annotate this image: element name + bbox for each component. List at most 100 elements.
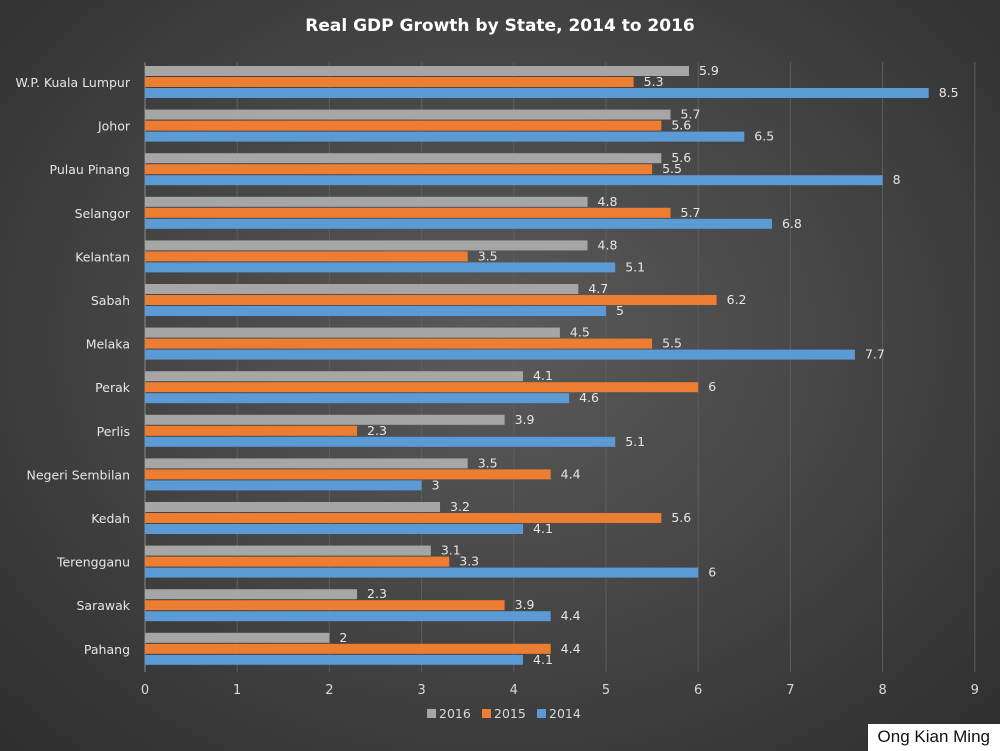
data-label: 2.3 <box>367 423 387 438</box>
x-tick-labels: 0 1 2 3 4 5 6 7 8 9 <box>141 683 979 698</box>
bar-2015 <box>145 643 551 654</box>
x-tick-label: 8 <box>878 683 886 698</box>
bar-2015 <box>145 469 551 480</box>
data-label: 3.5 <box>478 455 498 470</box>
bar-2015 <box>145 338 653 349</box>
bar-2015 <box>145 556 450 567</box>
x-tick-label: 3 <box>417 683 425 698</box>
bar-2014 <box>145 218 772 229</box>
bar-2014 <box>145 262 616 273</box>
bar-2015 <box>145 207 671 218</box>
legend-swatch <box>537 709 546 718</box>
data-label: 8 <box>893 172 901 187</box>
data-label: 4.4 <box>561 641 581 656</box>
bar-2016 <box>145 327 560 338</box>
data-label: 3.2 <box>450 499 470 514</box>
data-label: 5.3 <box>644 74 664 89</box>
bar-2015 <box>145 77 634 87</box>
data-label: 7.7 <box>865 347 885 362</box>
data-label: 5.5 <box>662 336 682 351</box>
category-label: Melaka <box>86 337 130 352</box>
data-label: 3 <box>432 477 440 492</box>
x-tick-label: 6 <box>694 683 702 698</box>
data-label: 3.1 <box>441 543 461 558</box>
data-label: 4.1 <box>533 368 553 383</box>
data-label: 5.6 <box>671 150 691 165</box>
bar-2014 <box>145 524 524 534</box>
bars: 5.95.38.55.75.66.55.65.584.85.76.84.83.5… <box>145 63 959 667</box>
data-label: 4.4 <box>561 608 581 623</box>
bar-2016 <box>145 371 524 382</box>
bar-2014 <box>145 306 606 316</box>
bar-2015 <box>145 120 662 131</box>
data-label: 4.1 <box>533 521 553 536</box>
bar-2014 <box>145 654 524 665</box>
data-label: 6.5 <box>754 129 774 144</box>
x-tick-label: 9 <box>971 683 979 698</box>
gridlines <box>144 62 976 672</box>
bar-2016 <box>145 153 662 164</box>
category-label: Kelantan <box>75 249 130 264</box>
x-tick-label: 2 <box>325 683 333 698</box>
category-label: Selangor <box>75 206 131 221</box>
data-label: 2.3 <box>367 586 387 601</box>
bar-2015 <box>145 251 468 262</box>
data-label: 2 <box>339 630 347 645</box>
bar-2015 <box>145 425 358 436</box>
bar-2016 <box>145 196 588 207</box>
data-label: 5.7 <box>681 107 701 122</box>
data-label: 3.9 <box>515 412 535 427</box>
x-tick-label: 0 <box>141 683 149 698</box>
bar-2016 <box>145 66 689 76</box>
bar-2016 <box>145 414 505 425</box>
bar-2015 <box>145 295 717 305</box>
legend: 2016 2015 2014 <box>427 706 581 721</box>
chart-title: Real GDP Growth by State, 2014 to 2016 <box>305 16 694 36</box>
data-label: 6 <box>708 565 716 580</box>
bar-2016 <box>145 632 330 643</box>
bar-2015 <box>145 600 505 611</box>
bar-2015 <box>145 164 653 175</box>
bar-2014 <box>145 175 883 186</box>
bar-2014 <box>145 567 699 578</box>
bar-2016 <box>145 284 579 294</box>
x-tick-label: 4 <box>510 683 518 698</box>
data-label: 5.1 <box>625 259 645 274</box>
data-label: 4.7 <box>588 281 608 296</box>
category-label: Kedah <box>91 511 130 526</box>
data-label: 3.5 <box>478 248 498 263</box>
data-label: 4.8 <box>598 194 618 209</box>
data-label: 4.8 <box>598 237 618 252</box>
data-label: 4.4 <box>561 466 581 481</box>
x-tick-label: 5 <box>602 683 610 698</box>
data-label: 5.6 <box>671 118 691 133</box>
data-label: 6.8 <box>782 216 802 231</box>
category-label: W.P. Kuala Lumpur <box>15 75 130 90</box>
data-label: 3.3 <box>459 554 479 569</box>
bar-2014 <box>145 393 570 404</box>
bar-2014 <box>145 436 616 447</box>
category-label: Terengganu <box>56 555 130 570</box>
data-label: 4.5 <box>570 325 590 340</box>
data-label: 6.2 <box>727 292 747 307</box>
x-tick-label: 7 <box>786 683 794 698</box>
bar-2014 <box>145 349 855 360</box>
category-label: Perlis <box>97 424 130 439</box>
legend-swatch <box>427 709 436 718</box>
legend-label: 2015 <box>494 706 526 721</box>
bar-2016 <box>145 502 441 512</box>
bar-2015 <box>145 513 662 523</box>
bar-2014 <box>145 131 745 142</box>
bar-2014 <box>145 88 929 98</box>
data-label: 5.6 <box>671 510 691 525</box>
category-label: Perak <box>95 380 131 395</box>
category-label: Negeri Sembilan <box>26 467 130 482</box>
category-label: Johor <box>97 119 131 134</box>
bar-2016 <box>145 458 468 469</box>
bar-2016 <box>145 545 431 556</box>
data-label: 5.1 <box>625 434 645 449</box>
bar-2015 <box>145 382 699 393</box>
bar-2016 <box>145 589 358 600</box>
bar-2016 <box>145 109 671 120</box>
